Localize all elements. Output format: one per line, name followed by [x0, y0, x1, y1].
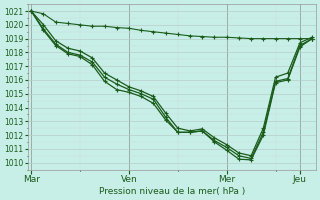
X-axis label: Pression niveau de la mer( hPa ): Pression niveau de la mer( hPa )	[99, 187, 245, 196]
